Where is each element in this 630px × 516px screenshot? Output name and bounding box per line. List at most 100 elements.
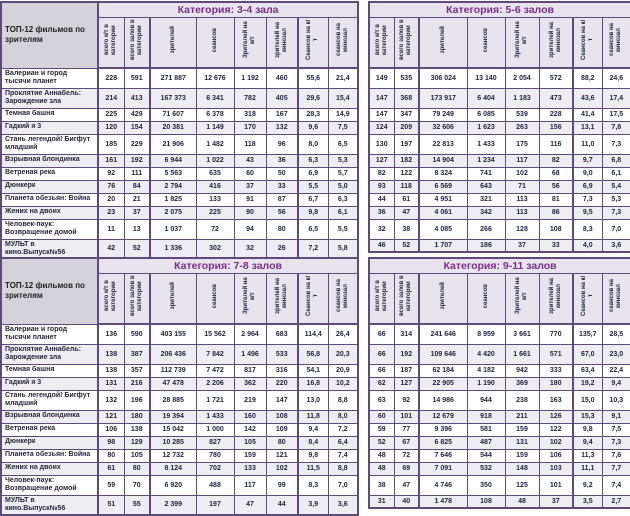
value-cell[interactable]: 214	[97, 87, 125, 109]
value-cell[interactable]: 80	[265, 218, 299, 240]
value-cell[interactable]: 76	[97, 179, 125, 194]
value-cell[interactable]: 238	[504, 389, 540, 411]
value-cell[interactable]: 106	[538, 448, 574, 463]
value-cell[interactable]: 6 920	[149, 474, 197, 496]
value-cell[interactable]: 60	[368, 409, 395, 424]
value-cell[interactable]: 5,5	[327, 218, 359, 240]
value-cell[interactable]: 318	[233, 107, 267, 122]
value-cell[interactable]: 7 472	[195, 363, 235, 378]
value-cell[interactable]: 429	[123, 107, 151, 122]
value-cell[interactable]: 26,4	[327, 323, 359, 345]
value-cell[interactable]: 121	[97, 409, 125, 424]
value-cell[interactable]: 266	[466, 218, 506, 240]
value-cell[interactable]: 9,6	[297, 120, 329, 135]
value-cell[interactable]: 32	[368, 218, 395, 240]
film-name-cell[interactable]: Валериан и город тысячи планет	[0, 323, 99, 345]
value-cell[interactable]: 591	[123, 67, 151, 89]
value-cell[interactable]: 5,3	[327, 153, 359, 168]
value-cell[interactable]: 8 324	[418, 166, 468, 181]
value-cell[interactable]: 108	[265, 409, 299, 424]
value-cell[interactable]: 56	[538, 179, 574, 194]
value-cell[interactable]: 26	[265, 238, 299, 260]
value-cell[interactable]: 7,3	[601, 435, 630, 450]
value-cell[interactable]: 124	[368, 120, 395, 135]
value-cell[interactable]: 116	[538, 133, 574, 155]
value-cell[interactable]: 167 373	[149, 87, 197, 109]
film-name-cell[interactable]: Ветреная река	[0, 422, 99, 437]
value-cell[interactable]: 127	[393, 376, 420, 391]
film-name-cell[interactable]: Проклятие Аннабель: Зарождение зла	[0, 343, 99, 365]
film-name-cell[interactable]: Планета обезьян: Война	[0, 448, 99, 463]
value-cell[interactable]: 47	[233, 494, 267, 516]
value-cell[interactable]: 8 124	[149, 461, 197, 476]
value-cell[interactable]: 81	[538, 192, 574, 207]
value-cell[interactable]: 98	[97, 435, 125, 450]
value-cell[interactable]: 1 707	[418, 238, 468, 253]
value-cell[interactable]: 1 623	[466, 120, 506, 135]
film-name-cell[interactable]: МУЛЬТ в кино.Выпуск№56	[0, 238, 99, 260]
value-cell[interactable]: 14 904	[418, 153, 468, 168]
value-cell[interactable]: 5,8	[327, 238, 359, 260]
value-cell[interactable]: 4 420	[466, 343, 506, 365]
value-cell[interactable]: 38	[368, 474, 395, 496]
value-cell[interactable]: 28 885	[149, 389, 197, 411]
value-cell[interactable]: 173 917	[418, 87, 468, 109]
value-cell[interactable]: 15,3	[572, 409, 603, 424]
value-cell[interactable]: 571	[538, 343, 574, 365]
value-cell[interactable]: 54,1	[297, 363, 329, 378]
value-cell[interactable]: 5,4	[601, 179, 630, 194]
value-cell[interactable]: 19,2	[572, 376, 603, 391]
value-cell[interactable]: 192	[393, 343, 420, 365]
value-cell[interactable]: 80	[123, 461, 151, 476]
value-cell[interactable]: 225	[97, 107, 125, 122]
value-cell[interactable]: 113	[504, 205, 540, 220]
value-cell[interactable]: 362	[233, 376, 267, 391]
value-cell[interactable]: 128	[504, 218, 540, 240]
value-cell[interactable]: 6,3	[297, 153, 329, 168]
value-cell[interactable]: 2 206	[195, 376, 235, 391]
value-cell[interactable]: 71 607	[149, 107, 197, 122]
value-cell[interactable]: 572	[538, 67, 574, 89]
value-cell[interactable]: 1 192	[233, 67, 267, 89]
film-name-cell[interactable]: Ветреная река	[0, 166, 99, 181]
value-cell[interactable]: 132	[265, 120, 299, 135]
value-cell[interactable]: 23	[97, 205, 125, 220]
value-cell[interactable]: 741	[466, 166, 506, 181]
value-cell[interactable]: 43,6	[572, 87, 603, 109]
value-cell[interactable]: 7,2	[327, 422, 359, 437]
value-cell[interactable]: 41,4	[572, 107, 603, 122]
value-cell[interactable]: 539	[504, 107, 540, 122]
value-cell[interactable]: 9,8	[297, 205, 329, 220]
value-cell[interactable]: 36	[265, 153, 299, 168]
film-name-cell[interactable]: Дюнкерк	[0, 435, 99, 450]
value-cell[interactable]: 72	[393, 448, 420, 463]
value-cell[interactable]: 6 085	[466, 107, 506, 122]
value-cell[interactable]: 33	[538, 238, 574, 253]
value-cell[interactable]: 80	[265, 435, 299, 450]
value-cell[interactable]: 8,8	[327, 461, 359, 476]
value-cell[interactable]: 99	[265, 474, 299, 496]
value-cell[interactable]: 1 721	[195, 389, 235, 411]
value-cell[interactable]: 3,5	[572, 494, 603, 509]
value-cell[interactable]: 9,8	[572, 422, 603, 437]
value-cell[interactable]: 159	[504, 422, 540, 437]
value-cell[interactable]: 350	[466, 474, 506, 496]
value-cell[interactable]: 126	[538, 409, 574, 424]
value-cell[interactable]: 62 184	[418, 363, 468, 378]
value-cell[interactable]: 9,0	[572, 166, 603, 181]
value-cell[interactable]: 87	[265, 192, 299, 207]
value-cell[interactable]: 20	[97, 192, 125, 207]
value-cell[interactable]: 117	[504, 153, 540, 168]
value-cell[interactable]: 60	[233, 166, 267, 181]
value-cell[interactable]: 918	[466, 409, 506, 424]
value-cell[interactable]: 10,2	[327, 376, 359, 391]
value-cell[interactable]: 306 024	[418, 67, 468, 89]
value-cell[interactable]: 31	[368, 494, 395, 509]
value-cell[interactable]: 16,8	[297, 376, 329, 391]
value-cell[interactable]: 9,1	[601, 409, 630, 424]
value-cell[interactable]: 111	[123, 166, 151, 181]
value-cell[interactable]: 219	[233, 389, 267, 411]
value-cell[interactable]: 942	[504, 363, 540, 378]
value-cell[interactable]: 121	[265, 448, 299, 463]
value-cell[interactable]: 142	[233, 422, 267, 437]
